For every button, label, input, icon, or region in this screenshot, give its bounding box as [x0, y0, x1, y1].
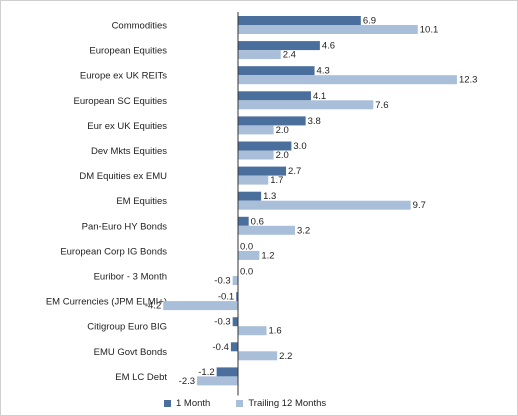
- data-label-trailing-12-months-citigroup-euro-big: 1.6: [268, 326, 281, 337]
- category-label-europe-ex-uk-reits: Europe ex UK REITs: [80, 71, 167, 82]
- bar-1-month-emu-govt-bonds: [230, 342, 238, 352]
- bar-1-month-dev-mkts-equities: [238, 141, 292, 151]
- bar-1-month-em-currencies-jpm-elmi: [236, 292, 238, 302]
- data-label-1-month-em-lc-debt: -1.2: [198, 367, 214, 378]
- bar-1-month-eur-ex-uk-equities: [238, 116, 306, 126]
- bar-1-month-europe-ex-uk-reits: [238, 66, 315, 76]
- category-label-citigroup-euro-big: Citigroup Euro BIG: [87, 322, 167, 333]
- data-label-1-month-em-currencies-jpm-elmi: -0.1: [218, 292, 234, 303]
- data-label-1-month-pan-euro-hy-bonds: 0.6: [251, 216, 264, 227]
- data-label-trailing-12-months-dm-equities-ex-emu: 1.7: [270, 175, 283, 186]
- data-label-trailing-12-months-eur-ex-uk-equities: 2.0: [276, 125, 289, 136]
- legend-swatch-1-month: [164, 400, 171, 407]
- category-label-em-currencies-jpm-elmi: EM Currencies (JPM ELMI+): [46, 297, 167, 308]
- data-label-1-month-dm-equities-ex-emu: 2.7: [288, 166, 301, 177]
- bar-1-month-european-equities: [238, 41, 320, 51]
- data-label-1-month-commodities: 6.9: [363, 16, 376, 27]
- bar-trailing-12-months-emu-govt-bonds: [238, 351, 278, 361]
- category-label-emu-govt-bonds: EMU Govt Bonds: [94, 347, 168, 358]
- data-label-trailing-12-months-europe-ex-uk-reits: 12.3: [459, 75, 478, 86]
- data-label-trailing-12-months-pan-euro-hy-bonds: 3.2: [297, 225, 310, 236]
- data-label-trailing-12-months-em-equities: 9.7: [413, 200, 426, 211]
- bar-1-month-pan-euro-hy-bonds: [238, 216, 249, 226]
- category-label-em-lc-debt: EM LC Debt: [115, 372, 167, 383]
- legend-label-trailing-12-months: Trailing 12 Months: [248, 398, 327, 409]
- data-label-1-month-eur-ex-uk-equities: 3.8: [308, 116, 321, 127]
- bar-1-month-citigroup-euro-big: [232, 317, 238, 327]
- bar-1-month-dm-equities-ex-emu: [238, 166, 287, 176]
- data-label-trailing-12-months-commodities: 10.1: [420, 25, 439, 36]
- bar-trailing-12-months-euribor-3-month: [232, 276, 238, 285]
- bar-1-month-commodities: [238, 16, 361, 25]
- data-label-1-month-european-corp-ig-bonds: 0.0: [240, 241, 253, 252]
- bar-1-month-european-sc-equities: [238, 91, 311, 101]
- bar-trailing-12-months-em-lc-debt: [197, 376, 238, 386]
- bar-trailing-12-months-em-equities: [238, 200, 411, 210]
- data-label-trailing-12-months-european-equities: 2.4: [283, 50, 296, 61]
- data-label-1-month-citigroup-euro-big: -0.3: [214, 317, 230, 328]
- data-label-1-month-european-equities: 4.6: [322, 41, 335, 52]
- bar-trailing-12-months-europe-ex-uk-reits: [238, 75, 457, 85]
- bar-trailing-12-months-pan-euro-hy-bonds: [238, 225, 295, 235]
- data-label-trailing-12-months-em-currencies-jpm-elmi: -4.2: [145, 301, 161, 312]
- bar-trailing-12-months-em-currencies-jpm-elmi: [163, 301, 238, 311]
- category-label-dm-equities-ex-emu: DM Equities ex EMU: [79, 171, 167, 182]
- legend: 1 Month Trailing 12 Months: [164, 398, 352, 409]
- data-label-trailing-12-months-european-corp-ig-bonds: 1.2: [261, 250, 274, 261]
- data-label-1-month-european-sc-equities: 4.1: [313, 91, 326, 102]
- category-label-eur-ex-uk-equities: Eur ex UK Equities: [87, 121, 167, 132]
- data-label-trailing-12-months-dev-mkts-equities: 2.0: [276, 150, 289, 161]
- bar-trailing-12-months-european-equities: [238, 50, 281, 60]
- bar-1-month-em-equities: [238, 191, 262, 201]
- bar-trailing-12-months-dev-mkts-equities: [238, 150, 274, 160]
- legend-swatch-trailing-12-months: [236, 400, 244, 407]
- category-label-commodities: Commodities: [112, 21, 168, 32]
- bar-trailing-12-months-commodities: [238, 25, 418, 34]
- data-label-trailing-12-months-euribor-3-month: -0.3: [214, 276, 230, 287]
- data-label-trailing-12-months-european-sc-equities: 7.6: [375, 100, 388, 111]
- bar-trailing-12-months-dm-equities-ex-emu: [238, 175, 269, 185]
- legend-item-1-month: 1 Month: [164, 398, 210, 409]
- category-label-pan-euro-hy-bonds: Pan-Euro HY Bonds: [82, 221, 168, 232]
- data-label-1-month-europe-ex-uk-reits: 4.3: [317, 66, 330, 77]
- category-label-european-equities: European Equities: [89, 46, 167, 57]
- category-label-em-equities: EM Equities: [116, 196, 167, 207]
- category-label-dev-mkts-equities: Dev Mkts Equities: [91, 146, 167, 157]
- bar-trailing-12-months-eur-ex-uk-equities: [238, 125, 274, 135]
- bar-1-month-em-lc-debt: [216, 367, 238, 377]
- legend-item-trailing-12-months: Trailing 12 Months: [236, 398, 326, 409]
- bar-trailing-12-months-european-corp-ig-bonds: [238, 250, 260, 260]
- category-label-euribor-3-month: Euribor - 3 Month: [94, 272, 167, 283]
- legend-label-1-month: 1 Month: [176, 398, 211, 409]
- bar-trailing-12-months-european-sc-equities: [238, 100, 374, 110]
- data-label-1-month-dev-mkts-equities: 3.0: [293, 141, 306, 152]
- data-label-trailing-12-months-em-lc-debt: -2.3: [179, 376, 195, 387]
- data-label-trailing-12-months-emu-govt-bonds: 2.2: [279, 351, 292, 362]
- category-label-european-corp-ig-bonds: European Corp IG Bonds: [60, 246, 167, 257]
- data-label-1-month-em-equities: 1.3: [263, 191, 276, 202]
- bar-trailing-12-months-citigroup-euro-big: [238, 326, 267, 336]
- data-label-1-month-euribor-3-month: 0.0: [240, 267, 253, 278]
- category-label-european-sc-equities: European SC Equities: [74, 96, 168, 107]
- data-label-1-month-emu-govt-bonds: -0.4: [213, 342, 229, 353]
